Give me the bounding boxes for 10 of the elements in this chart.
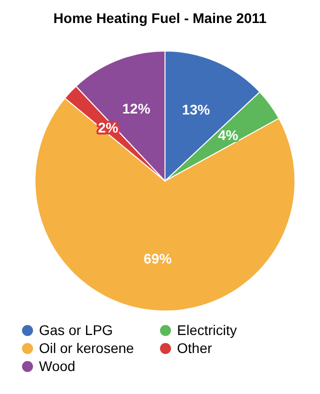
data-label: 69%	[144, 250, 172, 267]
data-label: 4%	[218, 127, 239, 144]
chart-title: Home Heating Fuel - Maine 2011	[52, 10, 268, 26]
data-label: 13%	[182, 101, 211, 118]
legend-label: Gas or LPG	[39, 322, 113, 338]
data-label: 12%	[122, 100, 151, 116]
legend-label: Electricity	[177, 322, 237, 338]
legend-label: Wood	[39, 358, 76, 374]
legend-label: Other	[177, 340, 212, 356]
legend-label: Oil or kerosene	[39, 340, 134, 356]
